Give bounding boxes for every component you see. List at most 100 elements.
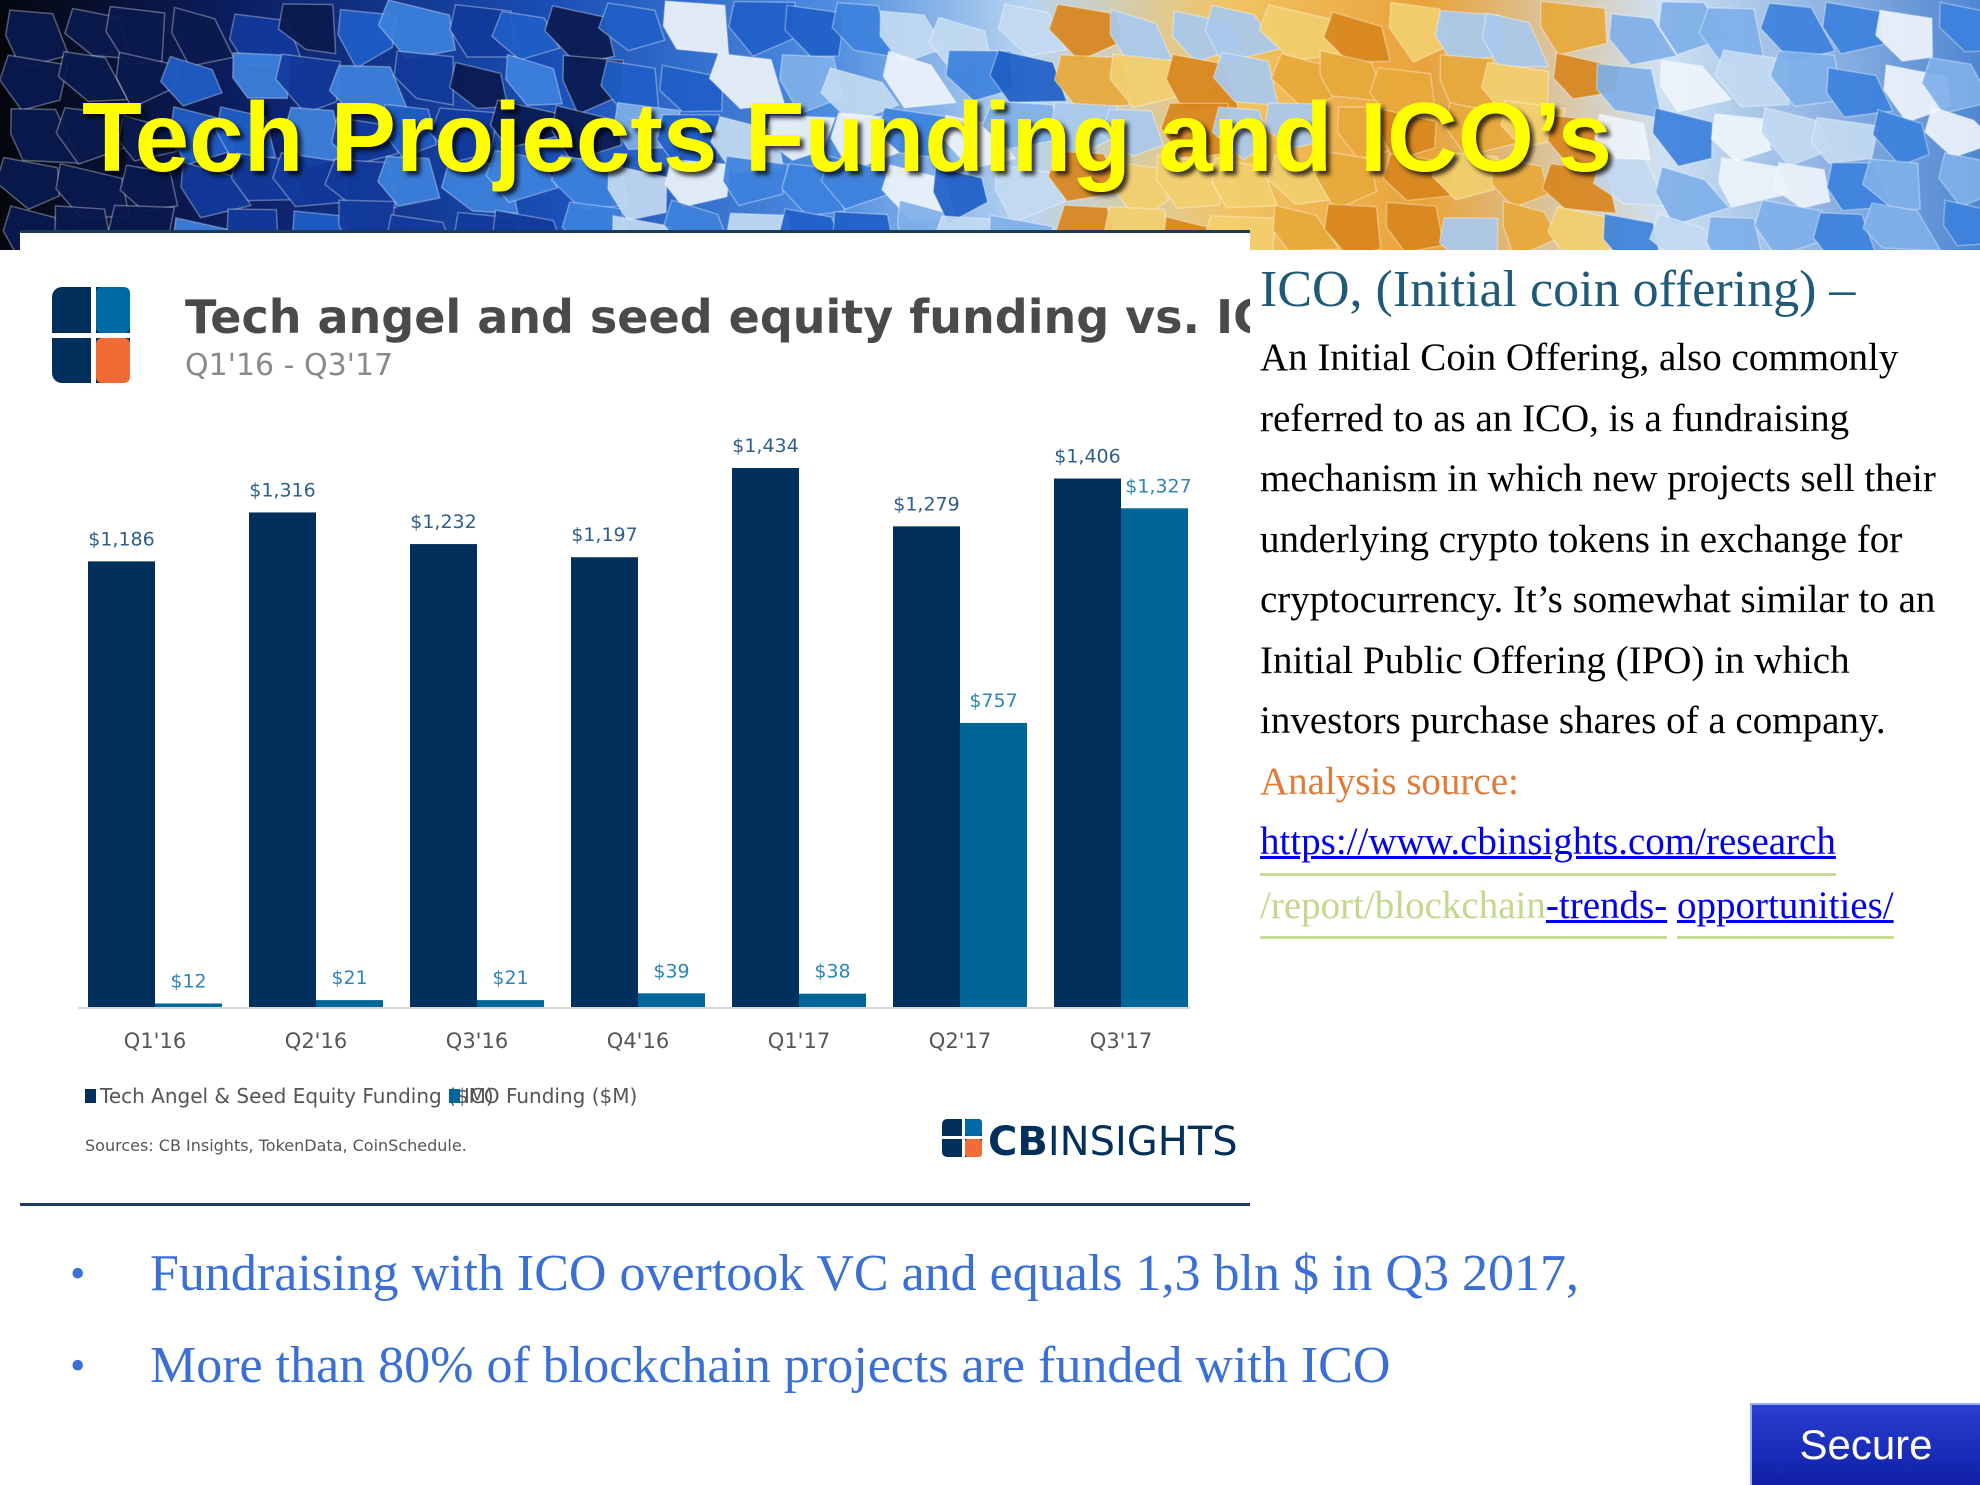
bar-label-equity-5: $1,279	[893, 493, 959, 515]
bar-equity-1	[249, 512, 316, 1008]
mosaic-tile	[170, 6, 235, 68]
mosaic-tile	[489, 99, 562, 149]
source-link-part-4[interactable]: opportunities/	[1676, 883, 1894, 927]
source-link-part-3[interactable]: -trends-	[1545, 883, 1668, 927]
bar-ico-1	[316, 1000, 383, 1008]
mosaic-tile	[1438, 217, 1499, 250]
mosaic-tile	[271, 152, 349, 208]
mosaic-tile	[1270, 52, 1346, 113]
x-tick-label-5: Q2'17	[929, 1029, 991, 1053]
mosaic-tile	[1705, 216, 1762, 250]
mosaic-tile	[1760, 106, 1834, 167]
bar-label-ico-6: $1,327	[1125, 475, 1191, 497]
mosaic-tile	[169, 105, 236, 167]
mosaic-tile	[764, 114, 837, 162]
mosaic-tile	[989, 49, 1068, 103]
mosaic-tile	[55, 107, 127, 165]
mosaic-tile	[1322, 11, 1391, 64]
bar-label-ico-1: $21	[331, 967, 367, 989]
mosaic-tile	[1821, 1, 1885, 55]
mosaic-tile	[1654, 165, 1731, 227]
mosaic-tile	[1204, 4, 1281, 64]
mosaic-tile	[1651, 107, 1714, 168]
mosaic-tile	[505, 53, 564, 107]
bullet-text: Fundraising with ICO overtook VC and equ…	[150, 1245, 1579, 1302]
mosaic-tile	[1155, 153, 1223, 210]
mosaic-tile	[449, 3, 516, 58]
mosaic-tile	[1258, 4, 1340, 62]
bar-label-ico-2: $21	[492, 967, 528, 989]
bullet-item: • Fundraising with ICO overtook VC and eq…	[70, 1228, 1579, 1320]
mosaic-tile	[932, 165, 989, 225]
legend: Tech Angel & Seed Equity Funding ($M) IC…	[85, 1084, 637, 1108]
brand-light: INSIGHTS	[1048, 1119, 1238, 1165]
cbinsights-logo-icon	[942, 1119, 982, 1157]
bar-chart: Tech angel and seed equity funding vs. I…	[52, 287, 1250, 1165]
mosaic-tile	[876, 106, 948, 159]
mosaic-tile	[180, 161, 252, 219]
mosaic-tile	[57, 50, 129, 103]
bar-label-ico-3: $39	[653, 960, 689, 982]
source-link-part-2[interactable]: /report/blockchain	[1260, 883, 1546, 927]
mosaic-tile	[1769, 50, 1845, 107]
mosaic-tile	[485, 149, 559, 204]
x-tick-label-4: Q1'17	[768, 1029, 830, 1053]
mosaic-tile	[274, 53, 342, 115]
x-tick-label-2: Q3'16	[446, 1029, 508, 1053]
mosaic-tile	[708, 52, 786, 110]
cbinsights-brand: CBINSIGHTS	[942, 1119, 1238, 1165]
mosaic-tile	[831, 1, 894, 58]
mosaic-tile	[1272, 204, 1341, 250]
mosaic-tile	[779, 53, 844, 115]
secure-badge[interactable]: Secure	[1750, 1403, 1980, 1485]
mosaic-tile	[1211, 106, 1271, 161]
analysis-source-link[interactable]: https://www.cbinsights.com/research /rep…	[1260, 812, 1970, 939]
mosaic-tile	[1502, 200, 1560, 250]
bar-equity-3	[571, 557, 638, 1008]
mosaic-tile	[1319, 49, 1389, 103]
ico-heading: ICO, (Initial coin offering) –	[1260, 261, 1856, 318]
bar-label-ico-0: $12	[170, 970, 206, 992]
bar-ico-3	[638, 993, 705, 1008]
mosaic-tile	[662, 0, 730, 56]
mosaic-tile	[664, 158, 731, 208]
mosaic-tile	[1602, 213, 1660, 250]
mosaic-tile	[376, 155, 441, 208]
bullet-text: More than 80% of blockchain projects are…	[150, 1337, 1391, 1394]
mosaic-tile	[1445, 101, 1519, 157]
mosaic-tile	[1753, 199, 1827, 250]
mosaic-tile	[1431, 150, 1498, 201]
mosaic-tile	[1938, 1, 1980, 53]
bar-label-ico-4: $38	[814, 961, 850, 983]
legend-swatch-ico	[449, 1089, 460, 1103]
mosaic-tile	[1099, 108, 1165, 157]
mosaic-tile	[1648, 213, 1719, 250]
mosaic-tile	[1871, 108, 1931, 167]
bar-ico-2	[477, 1000, 544, 1008]
mosaic-tile	[1314, 150, 1378, 211]
mosaic-tile	[1491, 158, 1550, 209]
chart-subtitle: Q1'16 - Q3'17	[185, 348, 393, 383]
brand-wordmark: CBINSIGHTS	[988, 1119, 1238, 1165]
mosaic-tile	[1924, 105, 1980, 159]
mosaic-tile	[10, 108, 82, 164]
bar-ico-0	[155, 1003, 222, 1008]
bar-label-equity-2: $1,232	[410, 511, 476, 533]
bar-equity-6	[1054, 478, 1121, 1008]
mosaic-tile	[994, 163, 1066, 224]
header-banner: Tech Projects Funding and ICO’s	[0, 0, 1980, 250]
mosaic-tile	[722, 155, 790, 207]
mosaic-tile	[997, 3, 1067, 57]
mosaic-tile	[981, 100, 1062, 151]
mosaic-background	[0, 0, 1980, 250]
bar-label-equity-4: $1,434	[732, 435, 798, 457]
mosaic-tile	[1862, 202, 1942, 250]
bar-label-equity-3: $1,197	[571, 524, 637, 546]
mosaic-tile	[1608, 13, 1678, 66]
mosaic-tile	[551, 104, 623, 163]
mosaic-tile	[159, 55, 224, 107]
mosaic-tile	[117, 114, 178, 162]
bar-equity-0	[88, 561, 155, 1008]
source-link-part-1[interactable]: https://www.cbinsights.com/research	[1260, 820, 1836, 863]
mosaic-tile	[727, 0, 796, 58]
